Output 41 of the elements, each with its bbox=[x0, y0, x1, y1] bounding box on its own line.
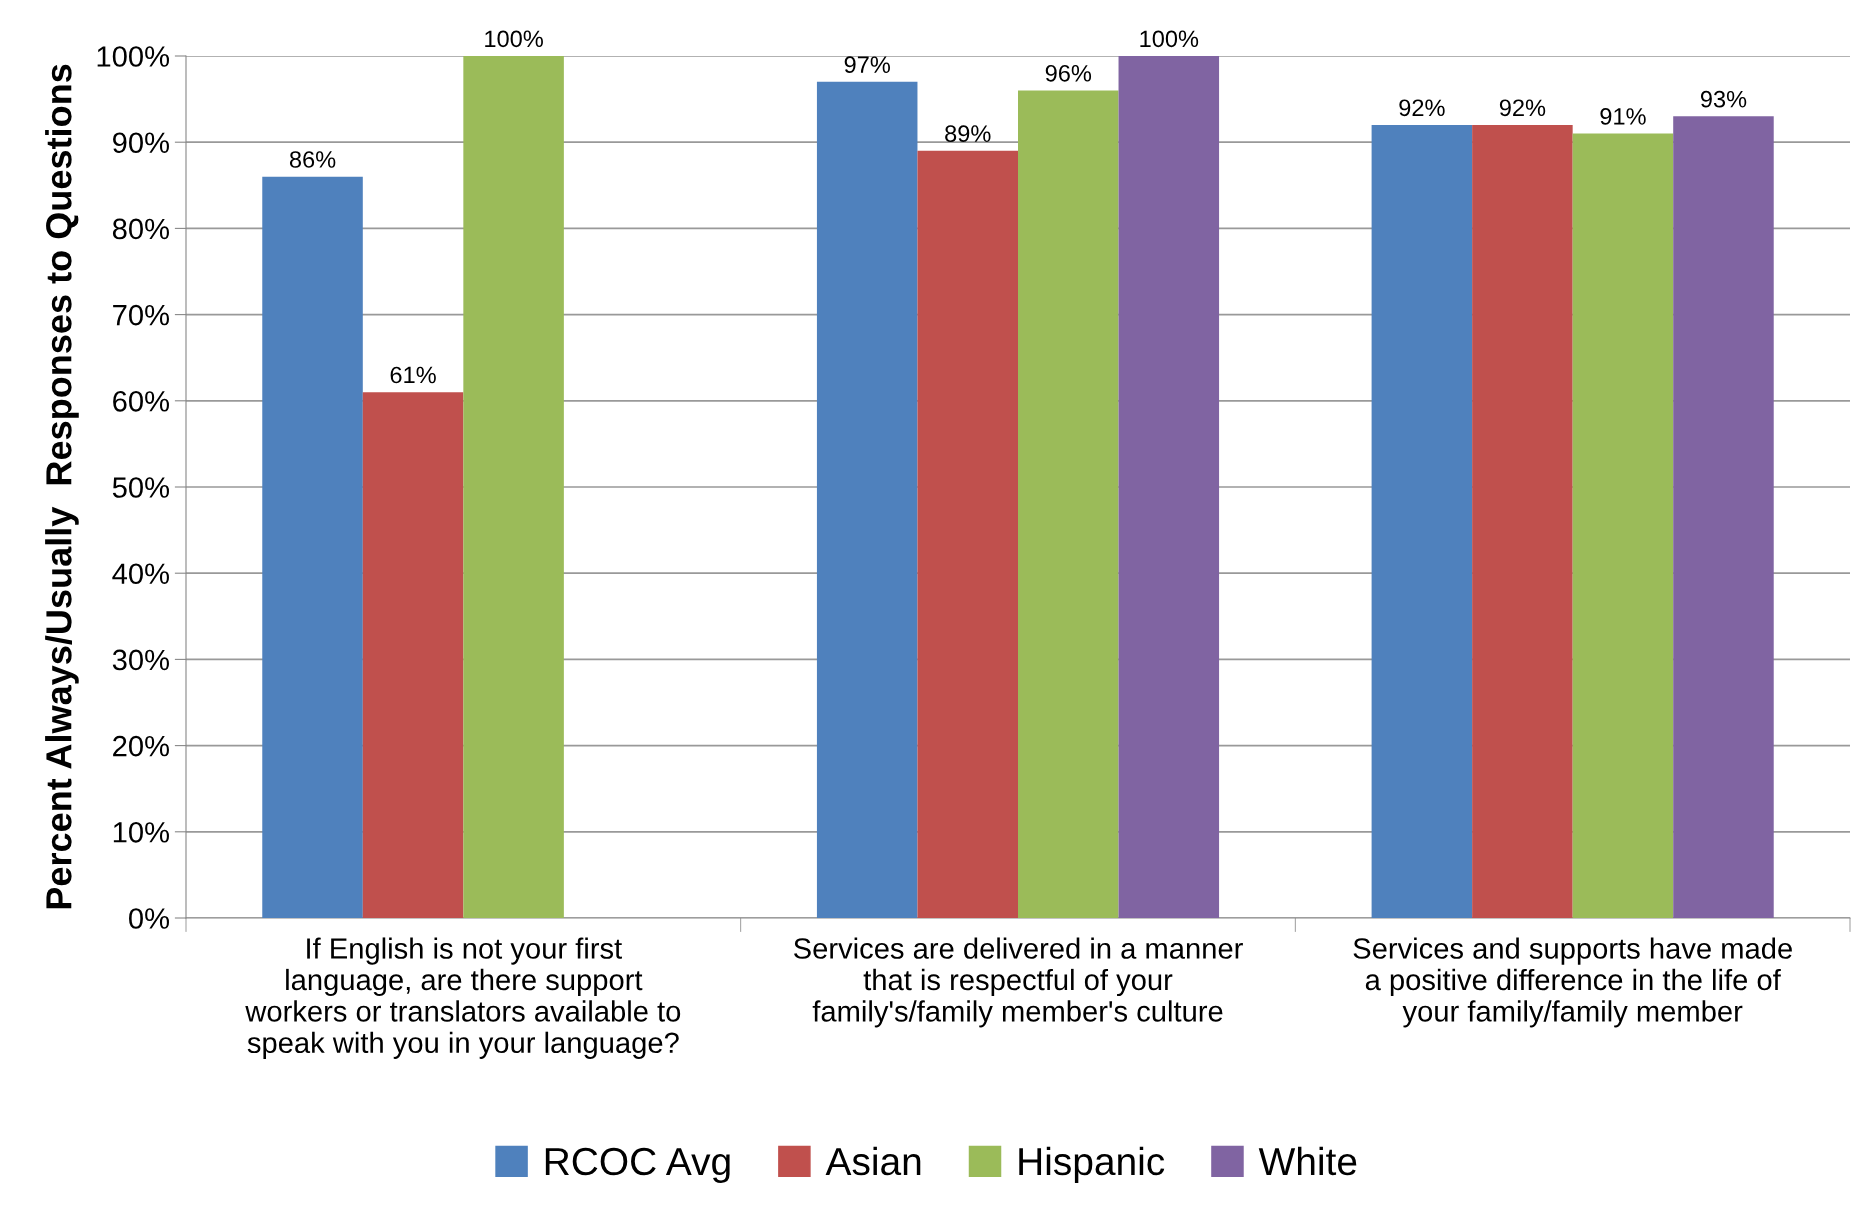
data-label: 97% bbox=[844, 56, 890, 74]
legend-label: RCOC Avg bbox=[545, 1147, 730, 1183]
x-tick-label: If English is not your first language, are there support workers or translators available to speak with you in your language? bbox=[245, 937, 681, 1059]
x-tick-label: Services are delivered in a manner that is respectful of your family's/family member's culture bbox=[794, 937, 1243, 1028]
data-label: 100% bbox=[1140, 30, 1199, 48]
bar bbox=[1371, 124, 1473, 918]
y-tick-label: 80% bbox=[112, 218, 169, 240]
bar bbox=[1572, 133, 1674, 918]
data-label: 89% bbox=[945, 125, 991, 142]
bar bbox=[1472, 124, 1573, 918]
data-label: 96% bbox=[1045, 64, 1092, 82]
bar bbox=[362, 392, 464, 918]
legend-label: Asian bbox=[825, 1146, 921, 1176]
y-tick-label: 70% bbox=[113, 304, 169, 326]
y-tick-label: 30% bbox=[112, 649, 169, 671]
data-label: 91% bbox=[1600, 108, 1646, 125]
data-label: 86% bbox=[289, 151, 336, 168]
bar bbox=[816, 81, 918, 918]
y-tick-label: 20% bbox=[113, 735, 169, 757]
y-tick-label: 90% bbox=[113, 132, 169, 154]
data-label: 93% bbox=[1700, 90, 1747, 108]
y-tick-label: 0% bbox=[129, 908, 169, 929]
bar bbox=[917, 150, 1018, 918]
y-tick-label: 10% bbox=[113, 822, 169, 843]
y-tick-label: 100% bbox=[97, 46, 169, 67]
bar bbox=[262, 176, 363, 918]
bar bbox=[1118, 56, 1220, 918]
bar bbox=[463, 56, 564, 918]
data-label: 92% bbox=[1399, 99, 1445, 117]
bar bbox=[1673, 116, 1774, 918]
bar bbox=[1018, 90, 1119, 918]
x-tick-label: Services and supports have made a positive difference in the life of your family/family member bbox=[1353, 937, 1792, 1028]
y-axis-title: Percent Always/Usually Responses to Questions bbox=[45, 64, 79, 909]
data-label: 61% bbox=[390, 366, 436, 384]
y-tick-label: 40% bbox=[112, 563, 169, 585]
data-label: 92% bbox=[1499, 99, 1546, 117]
legend-label: Hispanic bbox=[1019, 1146, 1165, 1183]
legend-label: White bbox=[1258, 1146, 1357, 1176]
data-label: 100% bbox=[485, 30, 543, 48]
y-tick-label: 50% bbox=[112, 477, 169, 498]
y-tick-label: 60% bbox=[113, 391, 169, 412]
